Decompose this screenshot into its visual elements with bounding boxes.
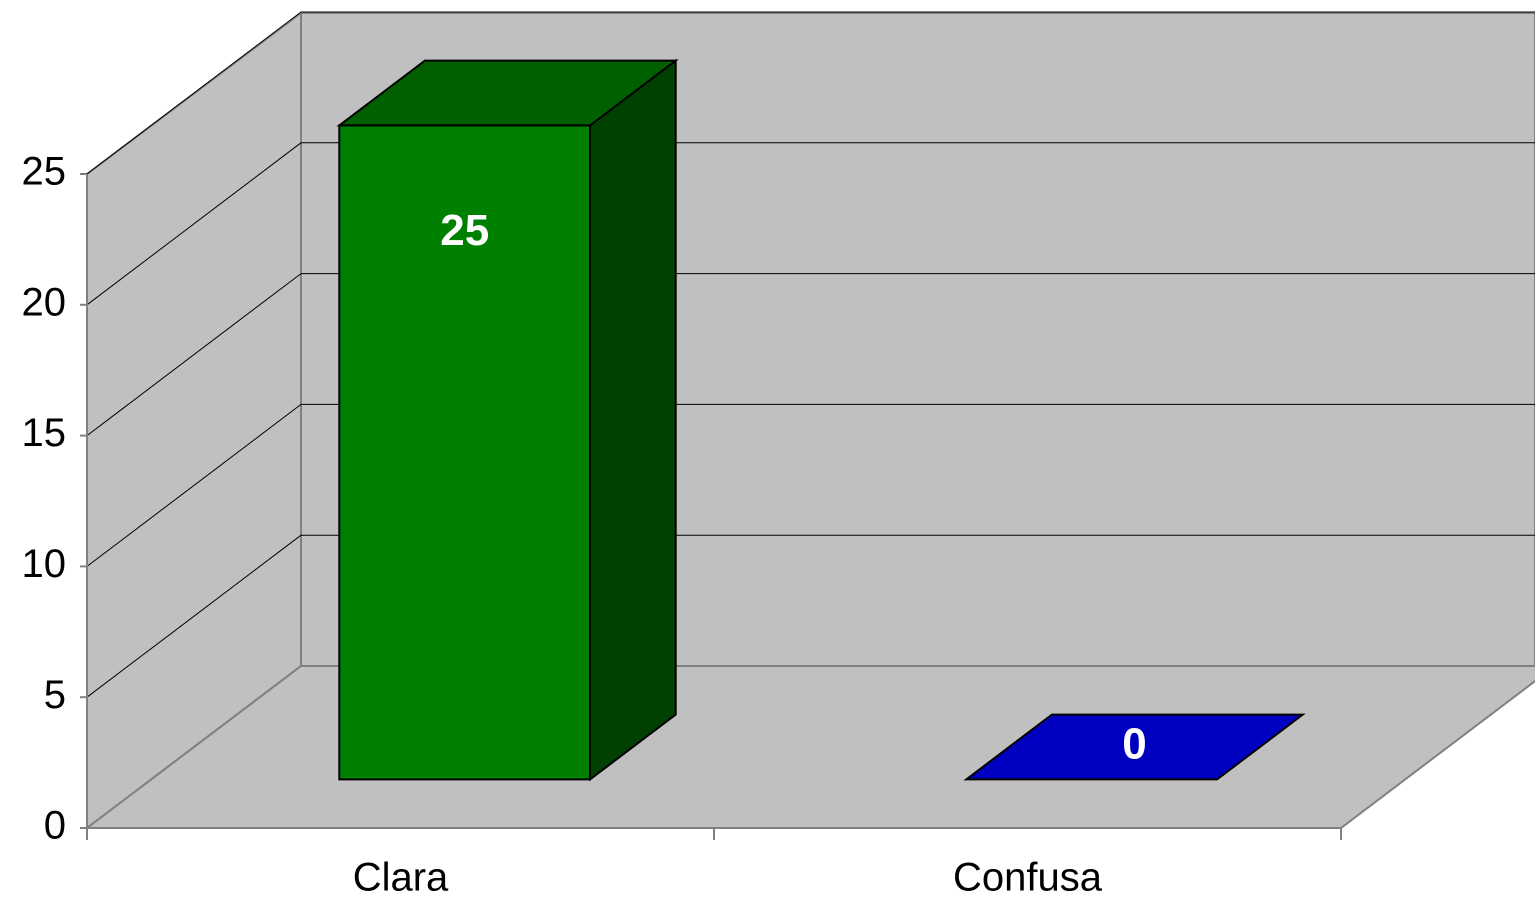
y-tick-label: 15 [22,411,67,455]
bar-top [963,713,1306,781]
grid-line [86,404,302,567]
grid-line [86,142,302,306]
grid-line [86,11,302,175]
y-tick-label: 0 [44,804,66,848]
grid-line [86,534,302,698]
value-label: 25 [440,206,489,255]
bar [336,58,679,782]
x-tick-label: Confusa [953,856,1103,900]
y-tick-label: 20 [22,280,67,324]
y-tick-label: 5 [44,673,66,717]
bar [963,713,1306,781]
floor [84,665,1535,829]
grid-line [86,273,302,436]
x-tick-label: Clara [353,856,449,900]
plot-walls [84,10,1535,831]
y-tick-label: 25 [22,150,67,194]
y-tick-label: 10 [22,542,67,586]
bar-top [336,59,679,127]
value-label: 0 [1122,720,1146,769]
bar-side [589,58,677,782]
